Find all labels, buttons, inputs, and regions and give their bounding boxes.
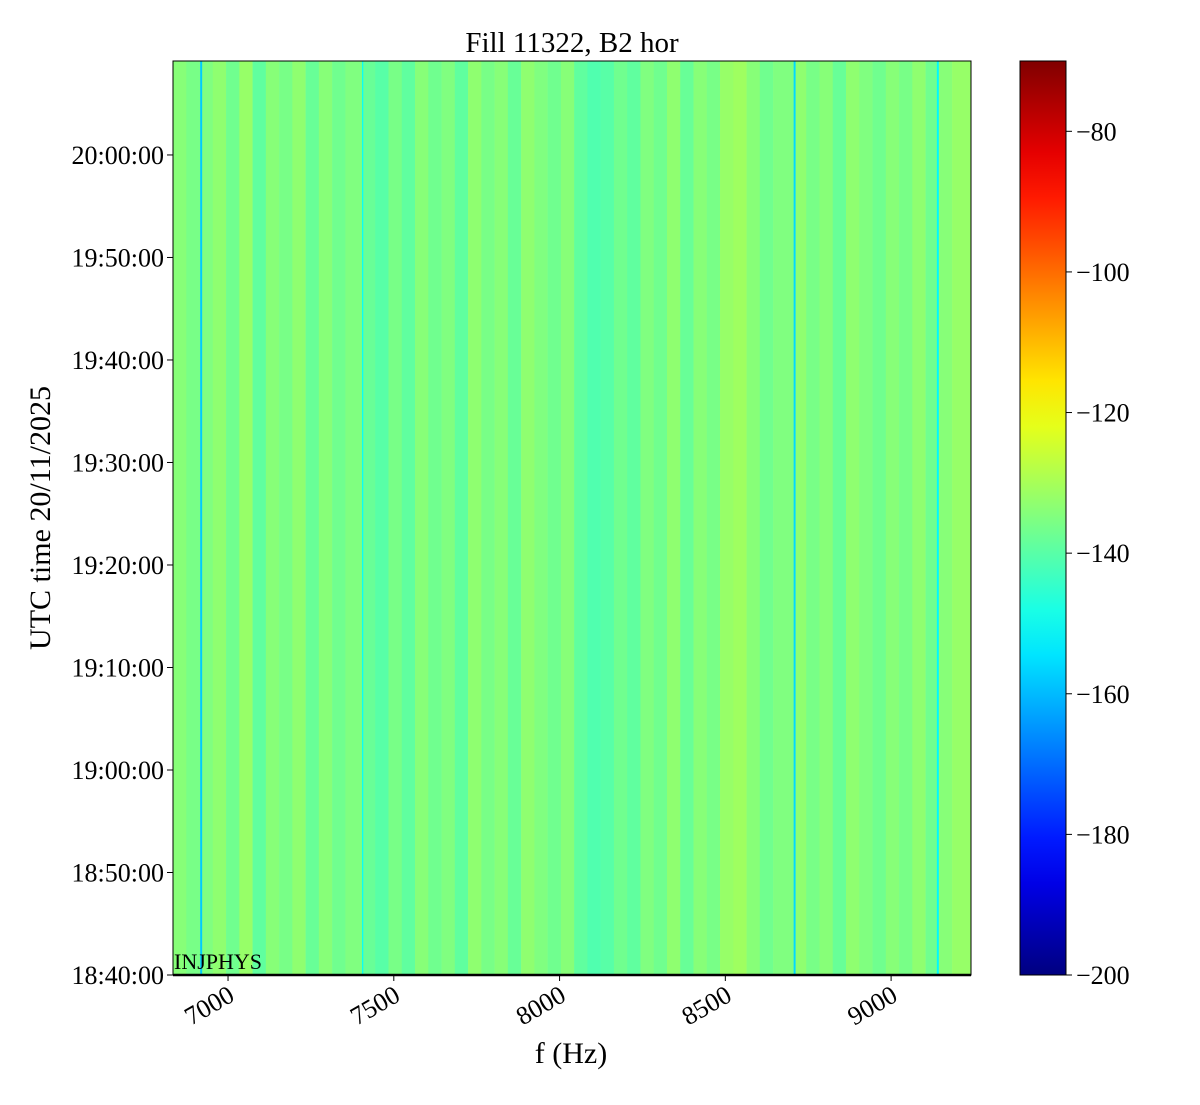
heatmap-cell — [279, 61, 293, 975]
y-axis-label: UTC time 20/11/2025 — [24, 386, 57, 650]
y-tick-label: 19:50:00 — [72, 243, 164, 272]
heatmap-cell — [468, 61, 482, 975]
y-tick-label: 19:10:00 — [72, 653, 164, 682]
x-axis-label: f (Hz) — [535, 1037, 607, 1070]
heatmap-cell — [363, 61, 376, 975]
annotation: INJPHYS — [174, 949, 262, 974]
heatmap-cell — [212, 61, 227, 975]
y-tick-label: 19:40:00 — [72, 346, 164, 375]
colorbar-tick-label: −200 — [1076, 961, 1130, 990]
heatmap-cell — [793, 61, 796, 975]
y-tick-label: 19:00:00 — [72, 756, 164, 785]
heatmap-cell — [832, 61, 847, 975]
heatmap-cell — [899, 61, 913, 975]
heatmap-cell — [252, 61, 267, 975]
heatmap-cell — [952, 61, 972, 975]
heatmap-cell — [560, 61, 575, 975]
heatmap-cell — [375, 61, 389, 975]
heatmap-cell — [186, 61, 201, 975]
heatmap-cell — [786, 61, 794, 975]
heatmap-cell — [627, 61, 641, 975]
heatmap-cell — [587, 61, 601, 975]
heatmap-cell — [706, 61, 721, 975]
heatmap-cell — [292, 61, 306, 975]
heatmap-cell — [265, 61, 280, 975]
heatmap-cell — [773, 61, 787, 975]
chart-title: Fill 11322, B2 hor — [465, 27, 679, 59]
colorbar-tick-label: −160 — [1076, 680, 1130, 709]
heatmap-cell — [936, 61, 940, 975]
heatmap-cell — [846, 61, 860, 975]
heatmap-cell — [600, 61, 615, 975]
heatmap-cell — [720, 61, 734, 975]
heatmap-cell — [733, 61, 747, 975]
colorbar-tick-label: −100 — [1076, 258, 1130, 287]
heatmap-cell — [173, 61, 187, 975]
y-tick-label: 18:50:00 — [72, 858, 164, 887]
colorbar — [1019, 60, 1067, 976]
heatmap-cell — [925, 61, 938, 975]
heatmap-cell — [441, 61, 456, 975]
heatmap-cell — [202, 61, 214, 975]
heatmap-cell — [759, 61, 774, 975]
heatmap-cell — [388, 61, 403, 975]
heatmap-cell — [226, 61, 240, 975]
colorbar-tick-label: −120 — [1076, 399, 1130, 428]
heatmap-cell — [415, 61, 429, 975]
colorbar-tick-label: −180 — [1076, 820, 1130, 849]
heatmap-cell — [819, 61, 834, 975]
colorbar-tick-label: −80 — [1076, 117, 1117, 146]
y-tick-label: 19:30:00 — [72, 448, 164, 477]
heatmap-cell — [872, 61, 887, 975]
heatmap-cell — [305, 61, 320, 975]
heatmap-cell — [574, 61, 588, 975]
heatmap-cell — [200, 61, 203, 975]
heatmap-cell — [428, 61, 442, 975]
y-tick-label: 19:20:00 — [72, 551, 164, 580]
heatmap-cell — [507, 61, 522, 975]
y-tick-label: 20:00:00 — [72, 141, 164, 170]
y-tick-label: 18:40:00 — [72, 961, 164, 990]
heatmap-cell — [454, 61, 469, 975]
heatmap-cell — [239, 61, 253, 975]
x-tick-label: 8500 — [677, 980, 737, 1031]
x-tick-label: 8000 — [511, 980, 571, 1031]
heatmap-cell — [332, 61, 346, 975]
heatmap-cell — [653, 61, 668, 975]
heatmap-cell — [680, 61, 694, 975]
x-tick-label: 7000 — [180, 980, 240, 1031]
heatmap-cell — [666, 61, 681, 975]
heatmap-cell — [613, 61, 628, 975]
heatmap-cell — [693, 61, 708, 975]
heatmap-cell — [795, 61, 807, 975]
colorbar-tick-label: −140 — [1076, 539, 1130, 568]
heatmap-cell — [401, 61, 416, 975]
heatmap-cell — [806, 61, 820, 975]
heatmap-cell — [746, 61, 761, 975]
heatmap-cell — [534, 61, 548, 975]
heatmap-cell — [494, 61, 509, 975]
heatmap-cell — [547, 61, 562, 975]
heatmap-cell — [912, 61, 926, 975]
heatmap-cell — [318, 61, 333, 975]
heatmap-cell — [938, 61, 953, 975]
heatmap-cell — [345, 61, 363, 975]
x-tick-label: 7500 — [345, 980, 405, 1031]
x-tick-label: 9000 — [843, 980, 903, 1031]
heatmap-cell — [885, 61, 900, 975]
heatmap-cell — [361, 61, 364, 975]
heatmap-cell — [521, 61, 535, 975]
heatmap-cell — [859, 61, 873, 975]
heatmap-cell — [640, 61, 655, 975]
heatmap-cell — [481, 61, 495, 975]
